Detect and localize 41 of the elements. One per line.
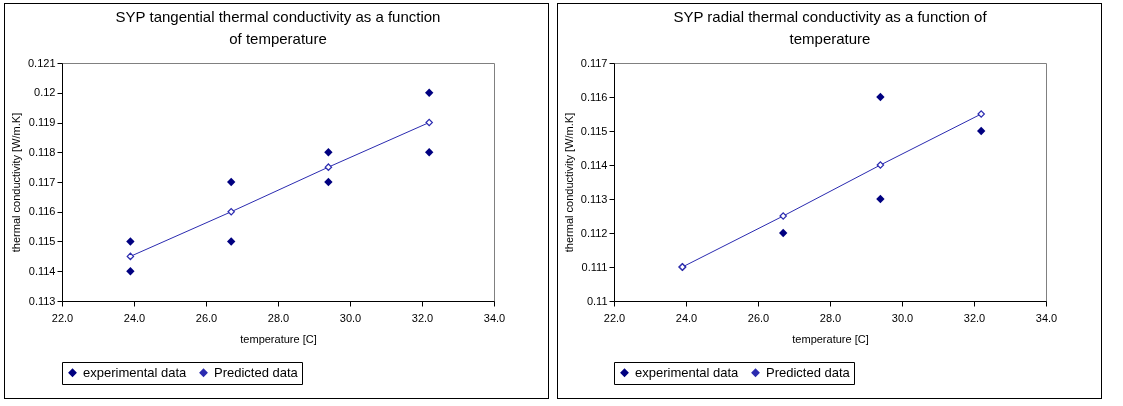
y-tick-label: 0.115 bbox=[580, 124, 608, 137]
y-tick-label: 0.113 bbox=[28, 294, 56, 307]
y-tick-label: 0.112 bbox=[580, 226, 608, 239]
y-tick-label: 0.115 bbox=[28, 235, 56, 247]
x-axis-title: temperature [C] bbox=[792, 332, 869, 345]
y-tick-label: 0.117 bbox=[580, 56, 608, 69]
y-tick-label: 0.111 bbox=[581, 260, 608, 273]
x-tick-label: 26.0 bbox=[195, 311, 218, 324]
x-tick-label: 24.0 bbox=[123, 311, 146, 324]
legend-label: Predicted data bbox=[766, 364, 851, 380]
x-tick-label: 24.0 bbox=[675, 311, 698, 324]
y-tick-label: 0.113 bbox=[580, 192, 608, 205]
y-tick-label: 0.116 bbox=[580, 90, 608, 103]
y-axis-title: thermal conductivity [W/m.K] bbox=[9, 112, 22, 253]
x-tick-label: 32.0 bbox=[411, 311, 434, 324]
y-tick-label: 0.117 bbox=[28, 175, 56, 188]
x-tick-label: 34.0 bbox=[483, 311, 506, 324]
chart-title: SYP tangential thermal conductivity as a function of temperature bbox=[115, 8, 441, 47]
legend-label: experimental data bbox=[83, 364, 188, 380]
y-tick-label: 0.114 bbox=[28, 264, 56, 277]
x-tick-label: 28.0 bbox=[819, 311, 842, 324]
x-tick-label: 28.0 bbox=[267, 311, 290, 324]
x-tick-label: 26.0 bbox=[747, 311, 770, 324]
x-tick-label: 30.0 bbox=[891, 311, 914, 324]
y-tick-label: 0.121 bbox=[27, 56, 56, 69]
x-tick-label: 34.0 bbox=[1035, 311, 1058, 324]
chart-title: SYP radial thermal conductivity as a function of temperature bbox=[673, 8, 988, 47]
legend-label: Predicted data bbox=[214, 364, 299, 380]
y-tick-label: 0.118 bbox=[28, 145, 56, 158]
x-tick-label: 22.0 bbox=[603, 311, 626, 324]
legend-label: experimental data bbox=[635, 364, 740, 380]
x-tick-label: 22.0 bbox=[51, 311, 74, 324]
x-axis-title: temperature [C] bbox=[240, 332, 317, 345]
x-tick-label: 32.0 bbox=[963, 311, 986, 324]
y-tick-label: 0.114 bbox=[580, 158, 608, 171]
x-tick-label: 30.0 bbox=[339, 311, 362, 324]
y-tick-label: 0.12 bbox=[34, 86, 56, 99]
y-tick-label: 0.11 bbox=[586, 294, 608, 307]
y-tick-label: 0.119 bbox=[28, 116, 56, 128]
y-axis-title: thermal conductivity [W/m.K] bbox=[562, 112, 575, 253]
y-tick-label: 0.116 bbox=[28, 205, 56, 218]
